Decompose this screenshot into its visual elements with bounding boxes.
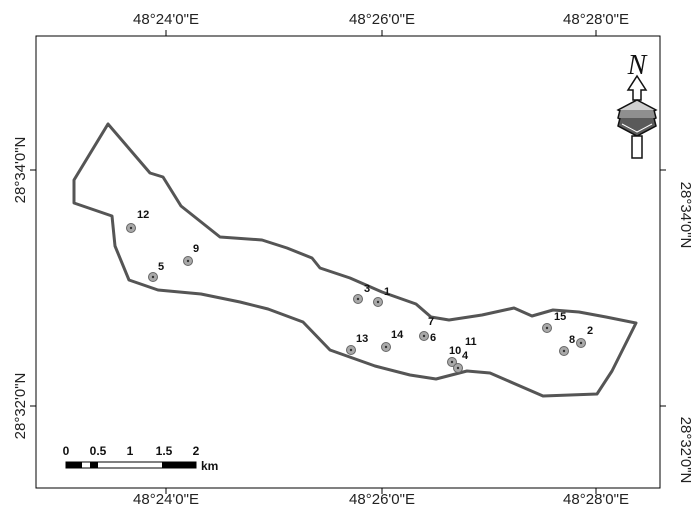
site-label: 11 (465, 336, 477, 348)
site-label: 9 (193, 243, 199, 255)
scale-label-1.5: 1.5 (156, 444, 173, 458)
sampling-sites: 12 9 5 3 1 7 6 13 14 10 11 4 15 8 2 (126, 209, 593, 373)
site-marker[interactable] (353, 294, 363, 304)
site-label: 5 (158, 261, 164, 273)
site-marker[interactable] (346, 345, 356, 355)
site-marker[interactable] (576, 338, 586, 348)
site-label: 4 (462, 350, 469, 362)
site-marker[interactable] (126, 223, 136, 233)
north-arrow-icon: N (616, 50, 658, 159)
site-marker[interactable] (542, 323, 552, 333)
bottom-axis-label-2: 48°26'0"E (349, 491, 415, 508)
site-marker[interactable] (183, 256, 193, 266)
scale-label-0: 0 (63, 444, 70, 458)
bottom-axis-label-1: 48°24'0"E (133, 491, 199, 508)
scale-label-0.5: 0.5 (90, 444, 107, 458)
right-axis-label-1: 28°34'0"N (677, 182, 694, 249)
site-label: 7 (428, 316, 434, 328)
site-label: 1 (384, 286, 390, 298)
top-axis-label-3: 48°28'0"E (563, 11, 629, 28)
site-label: 10 (449, 345, 461, 357)
site-marker[interactable] (447, 357, 457, 367)
site-label: 15 (554, 311, 566, 323)
site-label: 13 (356, 333, 368, 345)
right-axis-label-2: 28°32'0"N (677, 417, 694, 484)
site-label: 3 (364, 283, 370, 295)
top-axis-label-2: 48°26'0"E (349, 11, 415, 28)
map-frame (35, 35, 661, 489)
scale-unit: km (201, 459, 218, 473)
site-marker[interactable] (381, 342, 391, 352)
site-marker[interactable] (559, 346, 569, 356)
north-label: N (627, 50, 648, 81)
site-marker[interactable] (148, 272, 158, 282)
scale-label-2: 2 (193, 444, 200, 458)
scale-bar: 0 0.5 1 1.5 2 km (63, 444, 219, 473)
top-axis-label-1: 48°24'0"E (133, 11, 199, 28)
axis-ticks (30, 30, 666, 494)
site-marker[interactable] (419, 331, 429, 341)
site-label: 14 (391, 329, 404, 341)
scale-label-1: 1 (127, 444, 134, 458)
site-marker[interactable] (453, 363, 463, 373)
site-marker[interactable] (373, 297, 383, 307)
site-label: 6 (430, 332, 436, 344)
left-axis-label-1: 28°34'0"N (12, 137, 29, 204)
site-label: 12 (137, 209, 149, 221)
site-label: 8 (569, 334, 575, 346)
left-axis-label-2: 28°32'0"N (12, 373, 29, 440)
bottom-axis-label-3: 48°28'0"E (563, 491, 629, 508)
site-label: 2 (587, 325, 593, 337)
study-area-boundary (72, 122, 638, 398)
